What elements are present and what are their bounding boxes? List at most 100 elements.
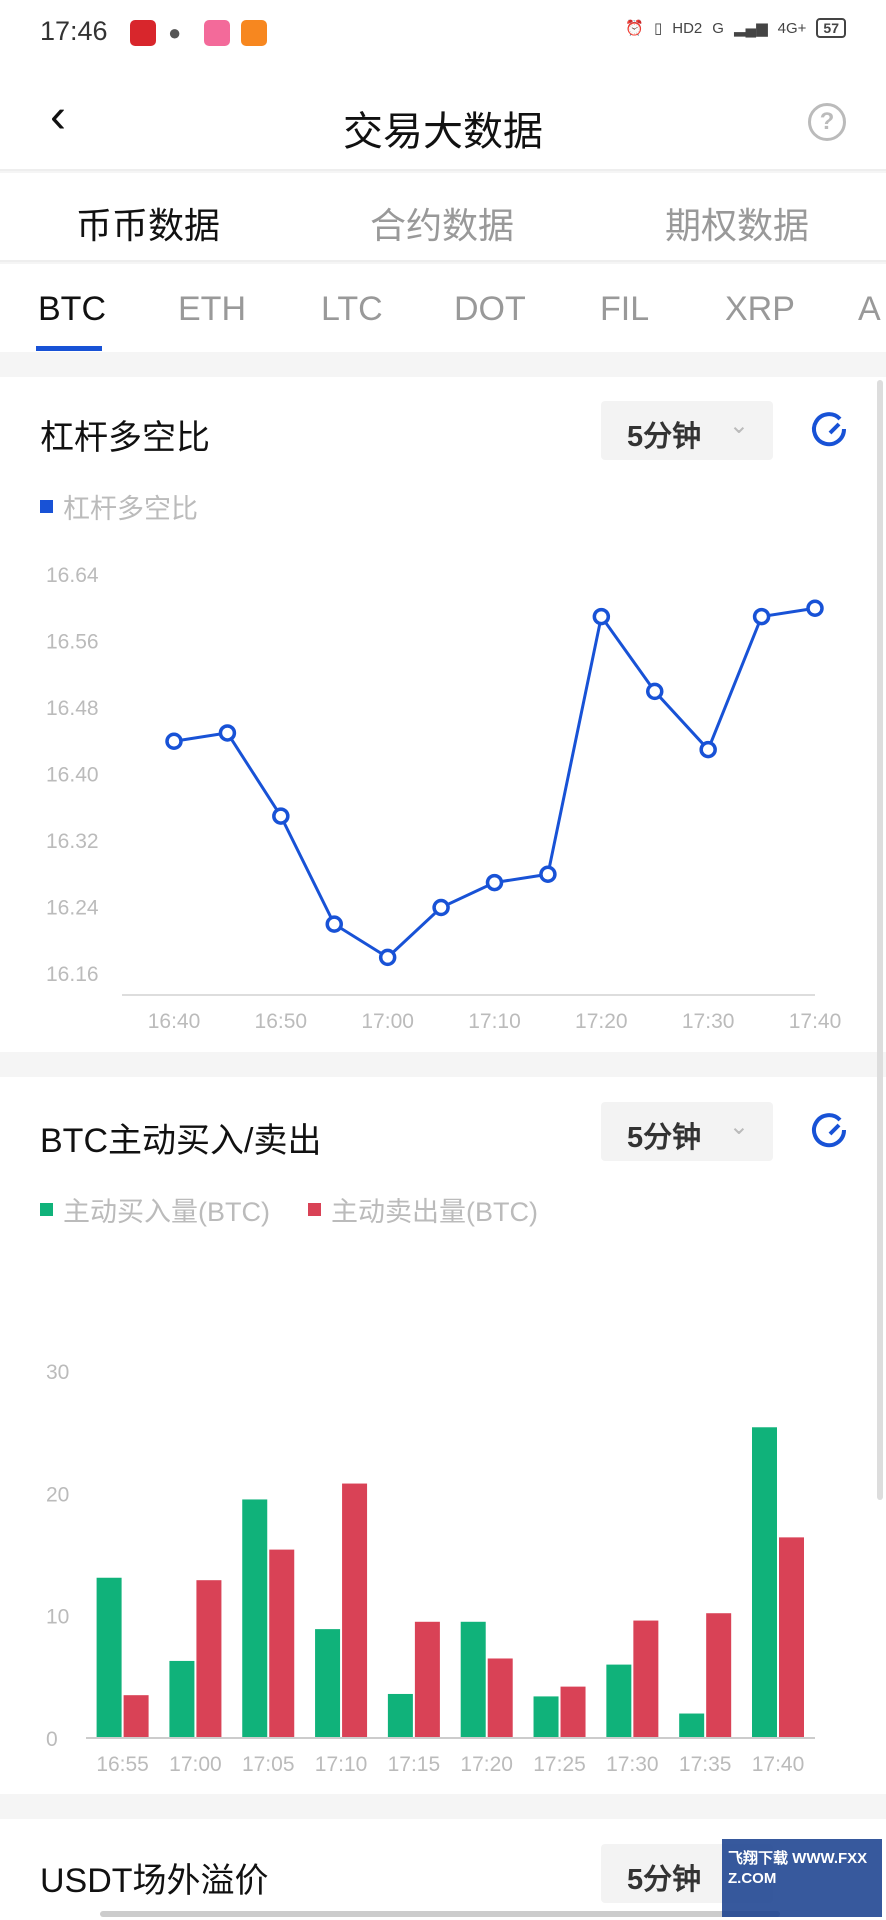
y-tick-label: 0 <box>46 1728 58 1751</box>
y-tick-label: 20 <box>46 1483 69 1506</box>
data-point <box>272 807 290 825</box>
status-indicators: ⏰ ▯ HD2 G ▂▄▆ 4G+ 57 <box>625 18 846 38</box>
data-point <box>539 865 557 883</box>
network-4g-indicator: 4G+ <box>777 19 807 37</box>
chevron-left-icon[interactable]: ‹ <box>50 90 66 143</box>
scrollbar[interactable] <box>877 380 883 1500</box>
usdt-premium-card: USDT场外溢价 5分钟 飞翔下载 WWW.FXXZ.COM <box>0 1819 886 1920</box>
chevron-down-icon: ⌄ <box>728 412 749 439</box>
interval-value: 5分钟 <box>627 1122 702 1154</box>
refresh-icon[interactable] <box>810 411 850 451</box>
interval-value: 5分钟 <box>627 421 702 453</box>
legend-swatch-buy <box>40 1203 53 1216</box>
bar-sell <box>342 1483 368 1738</box>
bar-sell <box>487 1658 513 1738</box>
x-tick-label: 17:00 <box>361 1010 414 1033</box>
network-g-indicator: G <box>712 19 724 37</box>
x-tick-label: 17:30 <box>606 1753 659 1776</box>
coin-tabs: BTC ETH LTC DOT FIL XRP A <box>0 264 886 352</box>
bar-sell <box>706 1613 732 1738</box>
interval-dropdown[interactable]: 5分钟 ⌄ <box>601 401 773 460</box>
legend-label: 杠杆多空比 <box>63 494 198 524</box>
buy-sell-bar-chart: 0 10 20 30 16:55 17:00 17:05 17:10 17:15 17:20 17:… <box>46 1361 815 1776</box>
coin-tab-btc[interactable]: BTC <box>38 290 106 328</box>
question-circle-icon[interactable]: ? <box>808 103 846 141</box>
data-point <box>699 740 717 759</box>
interval-dropdown[interactable]: 5分钟 ⌄ <box>601 1102 773 1161</box>
leverage-line-chart: 16.16 16.24 16.32 16.40 16.48 16.56 16.64 16:40… <box>46 564 842 1033</box>
data-point <box>325 915 343 933</box>
coin-tab-more[interactable]: A <box>858 290 881 328</box>
data-point <box>218 724 237 742</box>
watermark-logo: 飞翔下载 WWW.FXXZ.COM <box>722 1839 882 1917</box>
y-tick-label: 16.64 <box>46 564 99 587</box>
x-tick-label: 17:10 <box>468 1010 521 1033</box>
coin-tab-xrp[interactable]: XRP <box>725 290 795 328</box>
status-bar: 17:46 ● ⏰ ▯ HD2 G ▂▄▆ 4G+ 57 <box>0 0 886 67</box>
bar-buy <box>533 1696 559 1738</box>
page-title: 交易大数据 <box>343 110 543 154</box>
bar-buy <box>606 1664 632 1738</box>
coin-tab-fil[interactable]: FIL <box>600 290 650 328</box>
legend-swatch <box>40 500 53 513</box>
taker-buy-sell-card: BTC主动买入/卖出 5分钟 ⌄ 主动买入量(BTC) 主动卖出量(BTC) 0 1… <box>0 1077 886 1794</box>
card-title: BTC主动买入/卖出 <box>40 1122 322 1160</box>
card-title: USDT场外溢价 <box>40 1862 269 1900</box>
bar-sell <box>779 1537 804 1738</box>
x-tick-label: 17:20 <box>460 1753 513 1776</box>
x-tick-label: 17:10 <box>315 1753 368 1776</box>
bar-buy <box>460 1621 486 1738</box>
data-point <box>752 607 771 626</box>
coin-tab-ltc[interactable]: LTC <box>321 290 383 328</box>
x-tick-label: 17:40 <box>789 1010 842 1033</box>
tab-options-data[interactable]: 期权数据 <box>665 205 810 246</box>
bilibili-icon <box>204 20 230 46</box>
y-tick-label: 16.56 <box>46 631 99 654</box>
coin-tab-dot[interactable]: DOT <box>454 290 526 328</box>
x-tick-label: 17:05 <box>242 1753 295 1776</box>
y-tick-label: 10 <box>46 1606 69 1629</box>
taobao-icon <box>241 20 267 46</box>
x-tick-label: 16:55 <box>96 1753 149 1776</box>
battery-icon: 57 <box>816 18 846 38</box>
bar-sell <box>414 1621 440 1738</box>
tab-contract-data[interactable]: 合约数据 <box>370 205 515 246</box>
data-point <box>165 732 183 750</box>
y-tick-label: 16.24 <box>46 897 99 920</box>
y-tick-label: 16.16 <box>46 963 99 986</box>
hd-indicator: HD2 <box>672 19 703 37</box>
chart-tabs-placeholder <box>100 1911 780 1917</box>
bar-sell <box>560 1686 586 1738</box>
x-tick-label: 17:20 <box>575 1010 628 1033</box>
bar-buy <box>679 1713 705 1738</box>
active-tab-indicator <box>36 346 102 351</box>
x-tick-label: 16:50 <box>255 1010 308 1033</box>
y-tick-label: 16.32 <box>46 830 99 853</box>
y-tick-label: 16.48 <box>46 697 99 720</box>
wechat-icon: ● <box>168 20 194 46</box>
chart-legend: 主动买入量(BTC) 主动卖出量(BTC) <box>40 1190 538 1229</box>
data-point <box>806 599 824 617</box>
coin-tab-eth[interactable]: ETH <box>178 290 246 328</box>
netease-music-icon <box>130 20 156 46</box>
refresh-icon[interactable] <box>810 1112 850 1152</box>
x-tick-label: 17:30 <box>682 1010 735 1033</box>
bar-sell <box>196 1580 222 1738</box>
data-point <box>592 607 611 626</box>
bar-sell <box>123 1695 149 1738</box>
bar-buy <box>387 1693 413 1738</box>
legend-label-sell: 主动卖出量(BTC) <box>330 1197 538 1227</box>
x-tick-label: 17:40 <box>752 1753 805 1776</box>
bar-buy <box>315 1629 341 1738</box>
bar-buy <box>242 1499 268 1738</box>
bar-buy <box>169 1660 195 1738</box>
category-tabs: 币币数据 合约数据 期权数据 <box>0 173 886 262</box>
card-title: 杠杆多空比 <box>40 419 210 457</box>
x-tick-label: 17:35 <box>679 1753 732 1776</box>
vibrate-icon: ▯ <box>653 20 663 37</box>
bar-sell <box>269 1549 295 1738</box>
interval-value: 5分钟 <box>627 1864 702 1896</box>
data-point <box>485 873 504 892</box>
tab-spot-data[interactable]: 币币数据 <box>76 205 221 246</box>
bar-buy <box>752 1427 777 1738</box>
